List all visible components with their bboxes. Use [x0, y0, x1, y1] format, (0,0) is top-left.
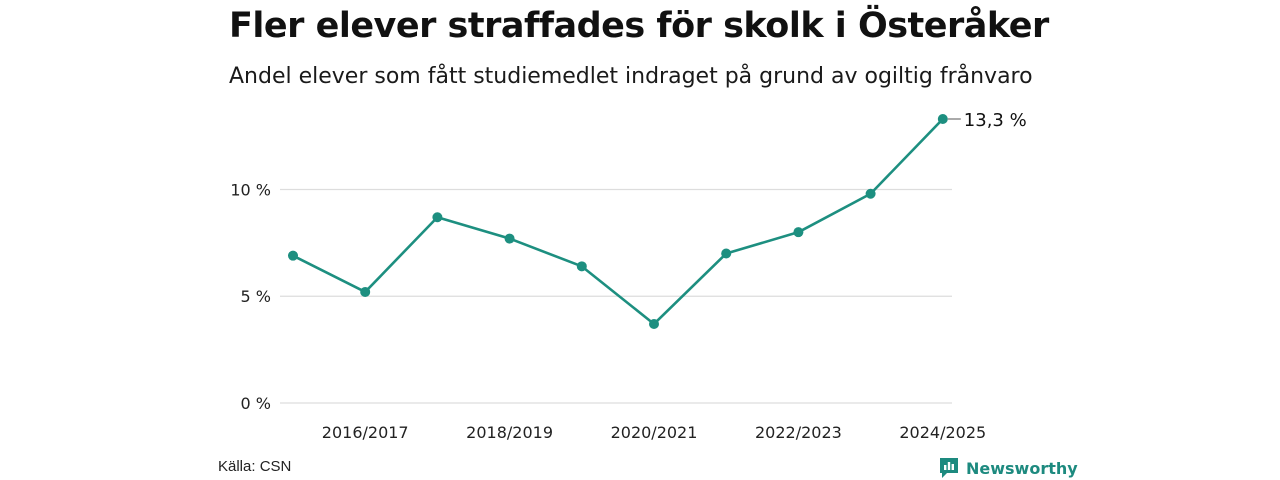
end-value-label: 13,3 % [964, 110, 1027, 131]
data-point [504, 233, 515, 244]
x-axis-labels: 2016/2017 2018/2019 2020/2021 2022/2023 2024… [322, 423, 986, 442]
data-point [649, 318, 659, 329]
end-annotation: 13,3 % [947, 110, 1027, 131]
x-tick-label: 2024/2025 [899, 423, 986, 442]
data-point [865, 188, 876, 199]
data-point [937, 114, 948, 124]
x-tick-label: 2016/2017 [322, 423, 409, 442]
brand-logo: Newsworthy [938, 456, 1078, 480]
data-point [360, 286, 371, 297]
data-point [721, 248, 732, 259]
y-tick-label: 5 % [241, 287, 271, 306]
data-point [793, 227, 804, 238]
brand-name: Newsworthy [966, 458, 1078, 478]
series-path [292, 118, 944, 326]
newsworthy-icon [940, 458, 958, 478]
x-tick-label: 2022/2023 [755, 423, 842, 442]
series-line [292, 118, 944, 326]
grid-lines [280, 188, 952, 404]
chart-subtitle: Andel elever som fått studiemedlet indra… [229, 64, 1033, 89]
source-note: Källa: CSN [218, 458, 292, 475]
y-axis-labels: 0 % 5 % 10 % [230, 180, 271, 413]
x-tick-label: 2018/2019 [466, 423, 553, 442]
data-points [288, 114, 948, 329]
data-point [576, 261, 587, 272]
y-tick-label: 10 % [230, 180, 271, 199]
chart-title: Fler elever straffades för skolk i Öster… [229, 6, 1049, 46]
x-tick-label: 2020/2021 [611, 423, 698, 442]
data-point [432, 212, 443, 223]
y-tick-label: 0 % [241, 394, 271, 413]
data-point [288, 250, 298, 261]
